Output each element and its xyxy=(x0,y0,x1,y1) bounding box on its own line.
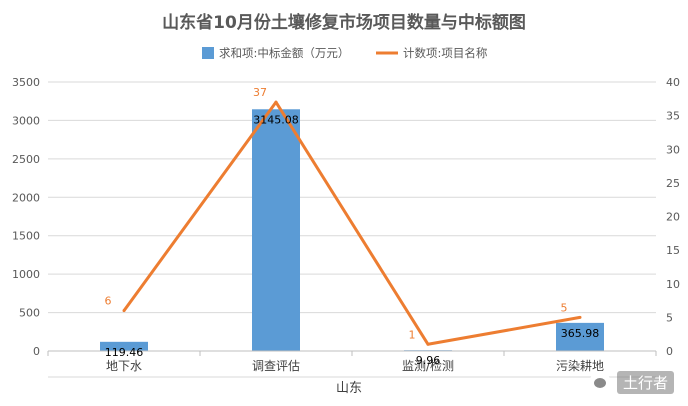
line-point xyxy=(122,309,126,313)
line-data-label: 1 xyxy=(409,328,416,341)
bar xyxy=(556,322,604,351)
bar-data-label: 9.96 xyxy=(416,354,441,367)
bar-data-label: 365.98 xyxy=(561,327,600,340)
bar xyxy=(100,341,148,351)
line-point xyxy=(274,100,278,104)
legend: 求和项:中标金额（万元） 计数项:项目名称 xyxy=(202,46,488,60)
legend-label-bar: 求和项:中标金额（万元） xyxy=(219,46,349,60)
y-right-tick-label: 0 xyxy=(666,345,673,358)
y-left-tick-label: 3000 xyxy=(12,114,40,127)
watermark-text: 土行者 xyxy=(616,371,674,394)
y-right-tick-label: 25 xyxy=(666,177,680,190)
watermark: 土行者 xyxy=(588,371,674,394)
y-left-tick-label: 1000 xyxy=(12,268,40,281)
y-right-tick-label: 30 xyxy=(666,143,680,156)
line-data-label: 37 xyxy=(253,86,267,99)
y-right-tick-label: 40 xyxy=(666,76,680,89)
x-axis-title: 山东 xyxy=(336,381,362,396)
y-right-tick-label: 15 xyxy=(666,244,680,257)
bar-data-label: 119.46 xyxy=(105,346,144,359)
bar-series xyxy=(100,109,604,351)
x-tick-label: 污染耕地 xyxy=(556,358,604,373)
line-data-label: 6 xyxy=(105,295,112,308)
y-right-tick-label: 5 xyxy=(666,311,673,324)
line-point xyxy=(426,342,430,346)
y-left-tick-label: 1500 xyxy=(12,230,40,243)
x-tick-label: 调查评估 xyxy=(252,359,300,373)
x-tick-label: 监测/检测 xyxy=(402,358,454,373)
y-right-tick-label: 10 xyxy=(666,278,680,291)
y-left-tick-label: 2500 xyxy=(12,153,40,166)
line-data-label: 5 xyxy=(561,301,568,314)
legend-label-line: 计数项:项目名称 xyxy=(403,46,488,60)
axes: 0500100015002000250030003500051015202530… xyxy=(12,76,680,378)
y-left-tick-label: 0 xyxy=(33,345,40,358)
line-point xyxy=(578,315,582,319)
line-series xyxy=(122,100,582,346)
y-left-tick-label: 2000 xyxy=(12,191,40,204)
line-path xyxy=(122,100,581,346)
bar xyxy=(252,109,300,351)
y-left-tick-label: 500 xyxy=(19,307,40,320)
y-right-tick-label: 20 xyxy=(666,211,680,224)
y-left-tick-label: 3500 xyxy=(12,76,40,89)
data-labels: 119.46 3145.08 9.96 365.98 6 37 1 5 xyxy=(105,86,600,367)
x-tick-label: 地下水 xyxy=(106,359,142,373)
wechat-icon xyxy=(588,371,611,394)
bar-data-label: 3145.08 xyxy=(253,113,299,126)
legend-swatch-bar xyxy=(202,47,214,59)
y-right-tick-label: 35 xyxy=(666,110,680,123)
chart-title: 山东省10月份土壤修复市场项目数量与中标额图 xyxy=(162,12,526,33)
